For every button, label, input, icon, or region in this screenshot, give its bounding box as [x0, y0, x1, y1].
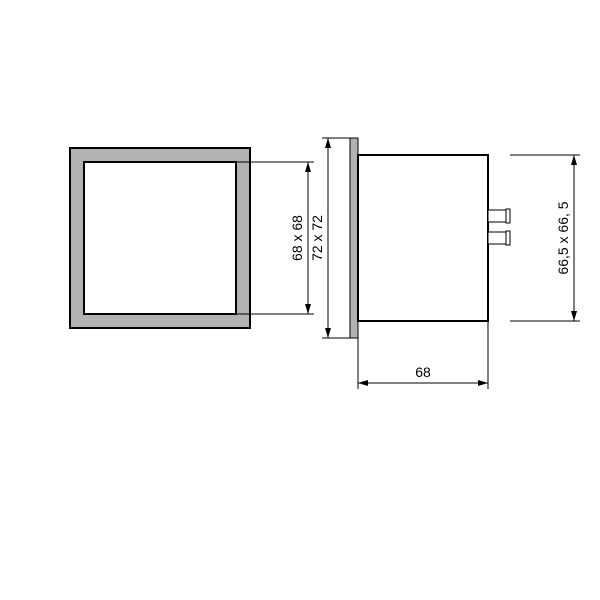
front-face [84, 162, 236, 314]
side-back-plate [350, 138, 358, 338]
front-inner-dim-label: 68 x 68 [289, 215, 305, 261]
side-body [358, 155, 488, 321]
side-body-height-label: 66,5 x 66, 5 [555, 201, 571, 274]
side-plate-height-label: 72 x 72 [309, 215, 325, 261]
technical-drawing: 68 x 6872 x 72 66,5 x 66, 5 68 [0, 0, 600, 600]
side-body-depth-label: 68 [415, 364, 431, 380]
